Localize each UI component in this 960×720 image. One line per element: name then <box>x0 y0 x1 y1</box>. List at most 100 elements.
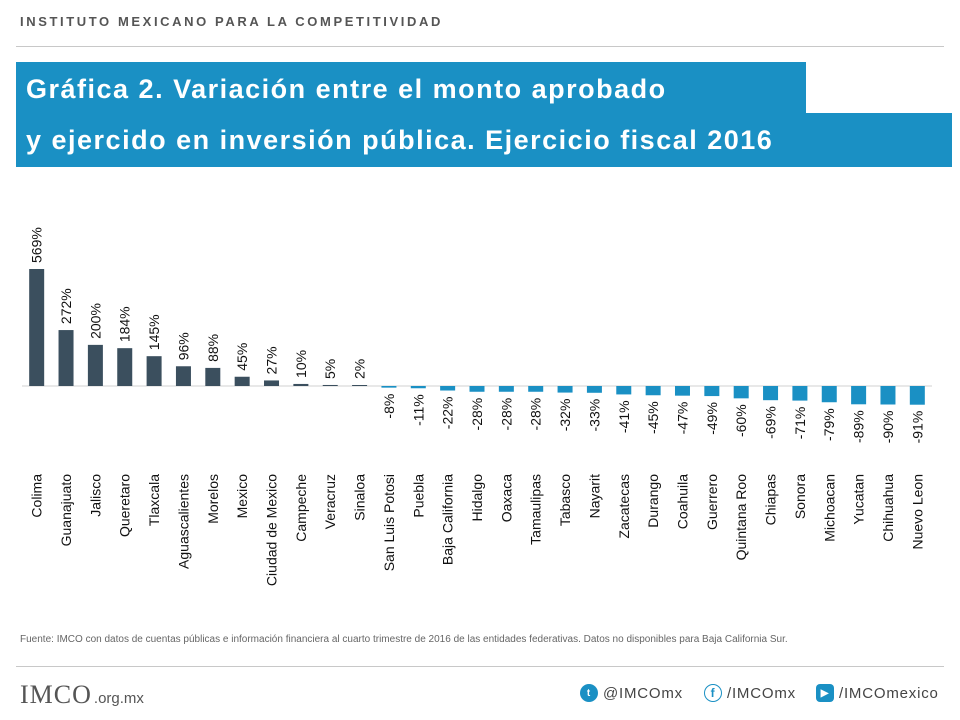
category-label: Baja California <box>440 474 456 565</box>
category-label: Durango <box>645 474 661 528</box>
twitter-handle: @IMCOmx <box>603 684 683 702</box>
bar-hidalgo <box>469 386 485 392</box>
value-label: 184% <box>117 306 133 342</box>
bar-queretaro <box>117 348 133 386</box>
bar-michoacan <box>821 386 837 403</box>
category-label: Ciudad de Mexico <box>264 474 280 586</box>
value-label: -45% <box>645 401 661 434</box>
bar-coahuila <box>674 386 690 396</box>
value-label: 88% <box>205 334 221 362</box>
value-label: 27% <box>264 346 280 374</box>
category-label: Nayarit <box>586 474 602 518</box>
category-label: Tlaxcala <box>146 474 162 526</box>
category-label: Chihuahua <box>880 474 896 542</box>
facebook-icon: f <box>704 684 722 702</box>
category-label: Hidalgo <box>469 474 485 522</box>
bar-aguascalientes <box>175 366 191 386</box>
bar-nuevo-leon <box>909 386 925 405</box>
logo-mark: IMCO <box>20 680 92 709</box>
value-label: -41% <box>616 400 632 433</box>
bar-tlaxcala <box>146 356 162 386</box>
value-label: -47% <box>674 402 690 435</box>
bar-baja-california <box>440 386 456 391</box>
value-label: -71% <box>792 407 808 440</box>
youtube-handle: /IMCOmexico <box>839 684 939 702</box>
value-label: 145% <box>146 314 162 350</box>
bar-guanajuato <box>58 330 74 386</box>
category-label: Coahuila <box>674 474 690 529</box>
bar-yucatan <box>851 386 867 405</box>
category-label: Aguascalientes <box>175 474 191 569</box>
youtube-link[interactable]: ▶ /IMCOmexico <box>816 684 939 702</box>
bar-quintana-roo <box>733 386 749 399</box>
value-label: 96% <box>175 332 191 360</box>
category-label: Jalisco <box>87 474 103 517</box>
bar-puebla <box>410 386 426 389</box>
category-label: Michoacan <box>821 474 837 542</box>
category-label: Puebla <box>410 474 426 518</box>
bar-mexico <box>234 376 250 386</box>
bar-guerrero <box>704 386 720 397</box>
category-label: Guanajuato <box>58 474 74 547</box>
source-note: Fuente: IMCO con datos de cuentas públic… <box>20 634 788 645</box>
value-label: 569% <box>29 227 45 263</box>
bar-chiapas <box>763 386 779 401</box>
value-label: -79% <box>821 408 837 441</box>
value-label: -90% <box>880 411 896 444</box>
category-label: Oaxaca <box>498 474 514 522</box>
category-label: Zacatecas <box>616 474 632 539</box>
org-header: INSTITUTO MEXICANO PARA LA COMPETITIVIDA… <box>20 14 443 29</box>
category-label: Guerrero <box>704 474 720 530</box>
chart-title-line-1: Gráfica 2. Variación entre el monto apro… <box>16 62 806 116</box>
bar-chart: 569% Colima 272% Guanajuato 200% Jalisco 184% Q… <box>22 227 932 586</box>
category-label: Mexico <box>234 474 250 519</box>
bar-san-luis-potosi <box>381 386 397 388</box>
value-label: 2% <box>352 359 368 379</box>
value-label: -49% <box>704 402 720 435</box>
bar-nayarit <box>586 386 602 393</box>
value-label: -60% <box>733 404 749 437</box>
value-label: -89% <box>851 410 867 443</box>
facebook-handle: /IMCOmx <box>727 684 796 702</box>
logo-suffix: .org.mx <box>93 690 144 707</box>
bar-oaxaca <box>498 386 514 392</box>
bar-morelos <box>205 367 221 386</box>
bar-jalisco <box>87 344 103 386</box>
bar-colima <box>29 269 45 386</box>
value-label: -91% <box>909 411 925 444</box>
bar-veracruz <box>322 384 338 386</box>
header-divider <box>16 46 944 47</box>
bar-chihuahua <box>880 386 896 405</box>
bar-tabasco <box>557 386 573 393</box>
bar-durango <box>645 386 661 396</box>
footer-divider <box>16 666 944 667</box>
category-label: Quintana Roo <box>733 474 749 561</box>
value-label: -8% <box>381 394 397 419</box>
value-label: 10% <box>293 350 309 378</box>
value-label: -32% <box>557 399 573 432</box>
twitter-icon: t <box>580 684 598 702</box>
imco-logo[interactable]: IMCO .org.mx <box>20 680 144 710</box>
value-label: -22% <box>440 397 456 430</box>
bar-zacatecas <box>616 386 632 395</box>
bar-campeche <box>293 383 309 386</box>
category-label: Nuevo Leon <box>909 474 925 550</box>
bar-ciudad-de-mexico <box>264 380 280 386</box>
category-label: Tamaulipas <box>528 474 544 545</box>
category-label: Chiapas <box>763 474 779 525</box>
category-label: Queretaro <box>117 474 133 537</box>
value-label: 5% <box>322 359 338 379</box>
category-label: San Luis Potosi <box>381 474 397 571</box>
facebook-link[interactable]: f /IMCOmx <box>704 684 796 702</box>
bar-tamaulipas <box>528 386 544 392</box>
category-label: Tabasco <box>557 474 573 526</box>
category-label: Yucatan <box>851 474 867 525</box>
chart-title-line-2: y ejercido en inversión pública. Ejercic… <box>16 113 952 167</box>
twitter-link[interactable]: t @IMCOmx <box>580 684 683 702</box>
value-label: 45% <box>234 343 250 371</box>
value-label: -33% <box>586 399 602 432</box>
value-label: 272% <box>58 288 74 324</box>
category-label: Colima <box>29 474 45 518</box>
youtube-icon: ▶ <box>816 684 834 702</box>
value-label: -11% <box>410 394 426 426</box>
